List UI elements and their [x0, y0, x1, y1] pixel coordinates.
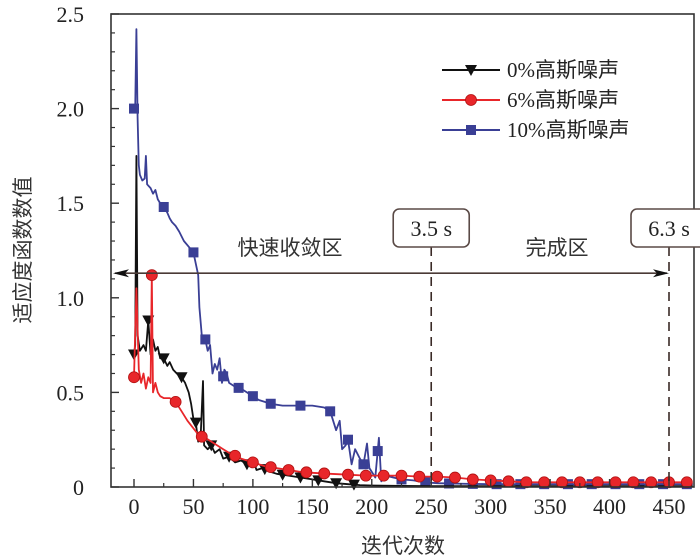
x-tick-label: 100 [236, 494, 269, 519]
data-point-marker [444, 478, 455, 489]
y-tick-label: 0 [73, 475, 84, 500]
x-tick-label: 300 [474, 494, 507, 519]
data-point-marker [189, 417, 202, 429]
y-tick-label: 2.5 [57, 2, 85, 27]
series-0 [128, 155, 693, 491]
data-point-marker [395, 469, 408, 482]
data-point-marker [520, 476, 533, 489]
series-line [133, 155, 693, 487]
data-point-marker [318, 467, 331, 480]
data-point-marker [358, 459, 369, 470]
data-point-marker [169, 395, 182, 408]
legend-marker [465, 94, 477, 106]
legend-marker [466, 125, 476, 135]
data-point-marker [200, 334, 211, 345]
data-point-marker [175, 372, 188, 384]
y-tick-label: 1.5 [57, 191, 85, 216]
data-point-marker [359, 469, 372, 482]
data-point-marker [347, 479, 360, 491]
data-point-marker [265, 398, 276, 409]
data-point-marker [586, 479, 597, 490]
data-point-marker [295, 400, 306, 411]
data-point-marker [658, 479, 669, 490]
data-point-marker [627, 476, 640, 489]
data-point-marker [342, 468, 354, 481]
series-layer [128, 28, 693, 491]
region-label: 快速收敛区 [238, 236, 343, 260]
data-point-marker [609, 476, 622, 489]
data-point-marker [218, 371, 229, 382]
data-point-marker [420, 477, 431, 488]
data-point-marker [502, 475, 515, 488]
x-tick-label: 250 [415, 494, 448, 519]
data-point-marker [372, 446, 383, 457]
y-tick-label: 0.5 [57, 380, 85, 405]
x-axis-title: 迭代次数 [361, 534, 445, 558]
time-label-box [630, 208, 700, 248]
data-point-marker [128, 371, 140, 384]
arrow-left-head [113, 269, 129, 278]
x-tick-label: 50 [182, 494, 204, 519]
x-tick-label: 0 [129, 494, 140, 519]
data-point-marker [431, 470, 444, 483]
data-point-marker [562, 479, 573, 490]
plot-frame [110, 13, 695, 488]
data-point-marker [195, 430, 208, 443]
legend-label: 10%高斯噪声 [507, 118, 630, 142]
data-point-marker [145, 269, 158, 281]
legend-label: 6%高斯噪声 [507, 88, 619, 112]
series-1 [128, 269, 693, 489]
data-point-marker [556, 476, 568, 489]
y-tick-label: 1.0 [57, 286, 85, 311]
x-tick-label: 150 [296, 494, 329, 519]
ticks-layer: 0 50 100 150 200 250 300 350 400 450 0 0.5 1.0 1.5 2.0… [57, 2, 686, 519]
data-point-marker [157, 353, 170, 365]
data-point-marker [300, 466, 313, 479]
time-label-box [392, 208, 471, 248]
data-point-marker [591, 476, 604, 489]
data-point-marker [645, 476, 658, 489]
legend-marker [465, 65, 477, 76]
data-point-marker [466, 473, 479, 486]
x-tick-label: 350 [534, 494, 567, 519]
x-tick-label: 450 [653, 494, 686, 519]
data-point-marker [247, 391, 258, 402]
time-label: 6.3 s [648, 216, 690, 241]
legend-label: 0%高斯噪声 [507, 58, 619, 82]
x-tick-label: 200 [355, 494, 388, 519]
data-point-marker [158, 201, 169, 212]
data-point-marker [129, 103, 139, 114]
data-point-marker [680, 476, 693, 489]
x-tick-label: 400 [593, 494, 626, 519]
data-point-marker [246, 456, 259, 469]
legend: 0%高斯噪声 6%高斯噪声 10%高斯噪声 [442, 58, 630, 142]
data-point-marker [233, 382, 244, 393]
data-point-marker [413, 470, 426, 483]
data-point-marker [491, 479, 502, 490]
y-tick-label: 2.0 [57, 97, 85, 122]
data-point-marker [330, 478, 343, 490]
data-point-marker [343, 434, 353, 445]
data-point-marker [188, 247, 199, 258]
data-point-marker [264, 461, 277, 474]
region-label: 完成区 [526, 236, 589, 260]
data-point-marker [229, 449, 241, 462]
data-point-marker [325, 406, 336, 417]
y-axis-title: 适应度函数数值 [11, 177, 35, 324]
time-label: 3.5 s [410, 216, 452, 241]
data-point-marker [538, 476, 551, 489]
data-point-marker [377, 469, 390, 482]
annotation-layer: 快速收敛区 完成区 3.5 s 6.3 s [113, 208, 700, 485]
data-point-marker [449, 471, 461, 484]
arrow-right-head [653, 269, 669, 278]
data-point-marker [282, 464, 295, 476]
series-line [134, 28, 693, 486]
